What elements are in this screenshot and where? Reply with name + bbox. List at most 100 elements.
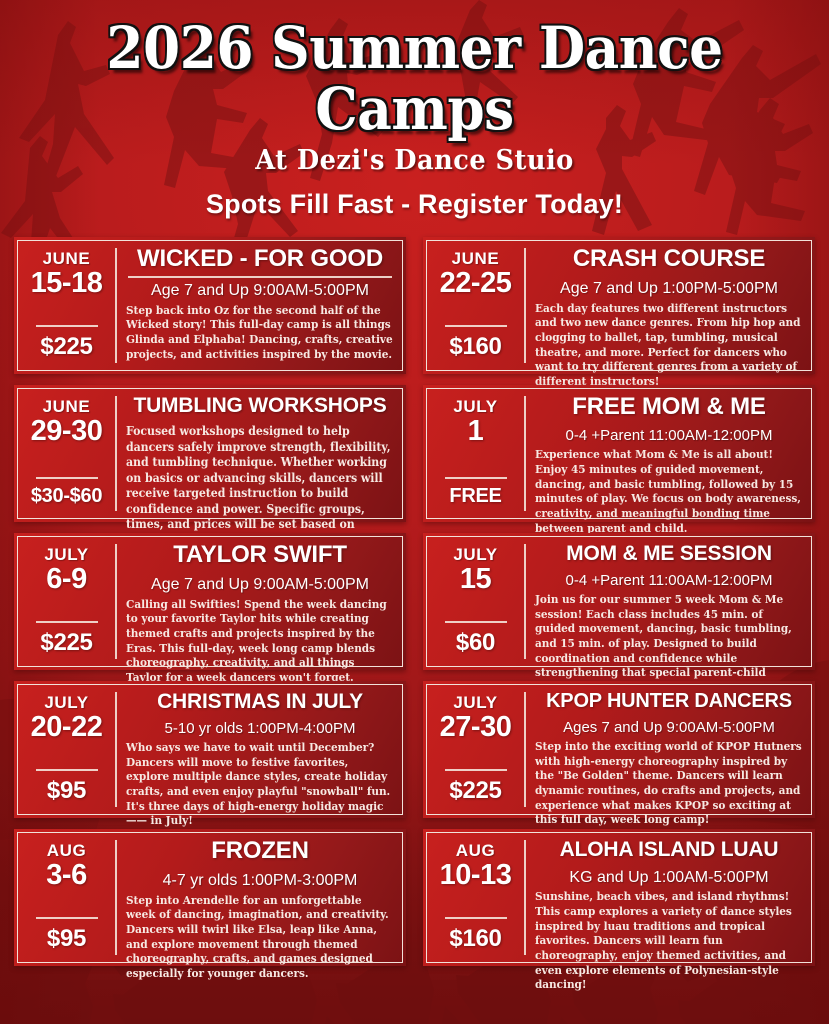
camp-card[interactable]: JULY 27-30 $225 KPOP HUNTER DANCERS Ages… — [423, 681, 815, 826]
camp-age-time: Age 7 and Up 9:00AM-5:00PM — [151, 282, 369, 300]
card-vertical-divider — [524, 544, 526, 660]
camp-description: Step into the exciting world of KPOP Hut… — [535, 738, 802, 827]
camp-month: AUG — [46, 841, 87, 861]
camp-details-column: KPOP HUNTER DANCERS Ages 7 and Up 9:00AM… — [526, 685, 811, 826]
camp-date: JULY 1 — [453, 396, 497, 447]
camp-age-time: 4-7 yr olds 1:00PM-3:00PM — [162, 872, 358, 890]
camp-description: Step back into Oz for the second half of… — [126, 302, 393, 361]
camp-price-block: $30-$60 — [24, 477, 109, 511]
camp-card[interactable]: JUNE 29-30 $30-$60 TUMBLING WORKSHOPS Fo… — [14, 385, 406, 547]
camp-card[interactable]: JULY 6-9 $225 TAYLOR SWIFT Age 7 and Up … — [14, 533, 406, 684]
camp-card[interactable]: JUNE 22-25 $160 CRASH COURSE Age 7 and U… — [423, 237, 815, 388]
camp-title: KPOP HUNTER DANCERS — [546, 690, 792, 713]
camp-month: JULY — [453, 545, 498, 565]
camp-price: $95 — [46, 777, 87, 805]
camp-days: 22-25 — [439, 267, 512, 300]
camp-details-column: TUMBLING WORKSHOPS Focused workshops des… — [117, 389, 402, 546]
camp-title: TAYLOR SWIFT — [173, 541, 347, 569]
camp-description: Each day features two different instruct… — [535, 300, 801, 388]
camp-details-column: CHRISTMAS IN JULY 5-10 yr olds 1:00PM-4:… — [117, 685, 402, 827]
camp-price: $95 — [46, 925, 87, 953]
camp-title: CHRISTMAS IN JULY — [157, 690, 363, 714]
camp-date-price-column: AUG 3-6 $95 — [18, 833, 115, 962]
camp-card[interactable]: JULY 20-22 $95 CHRISTMAS IN JULY 5-10 yr… — [14, 681, 406, 827]
camp-age-time: Age 7 and Up 9:00AM-5:00PM — [151, 576, 369, 594]
camp-price: $160 — [449, 925, 502, 953]
camp-age-time: KG and Up 1:00AM-5:00PM — [569, 868, 769, 886]
camp-age-time: 0-4 +Parent 11:00AM-12:00PM — [565, 427, 773, 445]
camp-price-block: $225 — [433, 769, 518, 807]
card-vertical-divider — [115, 248, 117, 364]
camp-date-price-column: JULY 1 FREE — [427, 389, 524, 518]
card-vertical-divider — [524, 396, 526, 512]
camp-date: JULY 20-22 — [31, 692, 103, 743]
camp-date: JUNE 29-30 — [31, 396, 103, 447]
camp-month: JUNE — [42, 249, 91, 269]
camp-description: Focused workshops designed to help dance… — [126, 423, 391, 547]
price-divider-rule — [444, 325, 507, 328]
price-divider-rule — [444, 769, 507, 772]
camp-price: FREE — [449, 485, 502, 508]
camp-card[interactable]: JUNE 15-18 $225 WICKED - FOR GOOD Age 7 … — [14, 237, 406, 375]
price-divider-rule — [35, 917, 98, 920]
camp-days: 27-30 — [439, 711, 512, 744]
camp-month: JULY — [453, 397, 498, 417]
camp-details-column: WICKED - FOR GOOD Age 7 and Up 9:00AM-5:… — [117, 241, 402, 370]
card-vertical-divider — [524, 248, 526, 364]
camp-month: AUG — [455, 841, 496, 861]
camp-description: Step into Arendelle for an unforgettable… — [126, 892, 389, 980]
camp-details-column: FREE MOM & ME 0-4 +Parent 11:00AM-12:00P… — [526, 389, 811, 535]
card-vertical-divider — [524, 692, 526, 808]
camp-title: FROZEN — [211, 837, 309, 865]
camp-date: JUNE 15-18 — [31, 248, 103, 299]
camp-card[interactable]: JULY 1 FREE FREE MOM & ME 0-4 +Parent 11… — [423, 385, 815, 535]
title-divider-rule — [128, 276, 392, 279]
camp-price-block: $95 — [24, 769, 109, 807]
camp-details-column: FROZEN 4-7 yr olds 1:00PM-3:00PM Step in… — [117, 833, 402, 980]
camp-price-block: $95 — [24, 917, 109, 955]
price-divider-rule — [444, 917, 507, 920]
camp-description: Experience what Mom & Me is all about! E… — [535, 447, 801, 535]
camp-date: JUNE 22-25 — [440, 248, 512, 299]
poster-header: 2026 Summer Dance Camps At Dezi's Dance … — [0, 0, 829, 220]
camp-age-time: Age 7 and Up 1:00PM-5:00PM — [560, 280, 778, 298]
camp-description: Join us for our summer 5 week Mom & Me s… — [535, 591, 792, 694]
camp-price-block: $160 — [433, 325, 518, 363]
camp-title: WICKED - FOR GOOD — [137, 245, 383, 273]
camp-month: JULY — [44, 693, 89, 713]
studio-subtitle: At Dezi's Dance Stuio — [255, 144, 574, 176]
camp-details-column: CRASH COURSE Age 7 and Up 1:00PM-5:00PM … — [526, 241, 811, 388]
camp-cards-grid: JUNE 15-18 $225 WICKED - FOR GOOD Age 7 … — [14, 237, 815, 991]
camp-title: FREE MOM & ME — [572, 393, 766, 421]
camp-price: $30-$60 — [30, 485, 103, 508]
card-vertical-divider — [524, 840, 526, 956]
camp-price: $60 — [455, 629, 496, 657]
camp-price-block: $60 — [433, 621, 518, 659]
camp-date-price-column: JULY 20-22 $95 — [18, 685, 115, 814]
camp-details-column: MOM & ME SESSION 0-4 +Parent 11:00AM-12:… — [526, 537, 811, 694]
camp-date-price-column: JUNE 22-25 $160 — [427, 241, 524, 370]
camp-price: $225 — [40, 333, 93, 361]
camp-price: $225 — [40, 629, 93, 657]
camp-description: Sunshine, beach vibes, and island rhythm… — [535, 889, 792, 992]
camp-price: $225 — [449, 777, 502, 805]
camp-days: 1 — [467, 415, 484, 448]
camp-date: AUG 10-13 — [440, 840, 512, 891]
price-divider-rule — [444, 621, 507, 624]
card-vertical-divider — [115, 840, 117, 956]
camp-date-price-column: JUNE 29-30 $30-$60 — [18, 389, 115, 518]
page-title: 2026 Summer Dance Camps — [106, 14, 723, 143]
camp-days: 10-13 — [439, 859, 512, 892]
camp-date: JULY 15 — [453, 544, 497, 595]
price-divider-rule — [35, 769, 98, 772]
camp-card[interactable]: AUG 3-6 $95 FROZEN 4-7 yr olds 1:00PM-3:… — [14, 829, 406, 980]
camp-card[interactable]: JULY 15 $60 MOM & ME SESSION 0-4 +Parent… — [423, 533, 815, 694]
camp-card[interactable]: AUG 10-13 $160 ALOHA ISLAND LUAU KG and … — [423, 829, 815, 991]
camp-title: ALOHA ISLAND LUAU — [559, 838, 779, 862]
camp-date-price-column: JUNE 15-18 $225 — [18, 241, 115, 370]
camp-month: JULY — [44, 545, 89, 565]
card-vertical-divider — [115, 692, 117, 808]
camp-date-price-column: JULY 15 $60 — [427, 537, 524, 666]
camp-days: 29-30 — [30, 415, 103, 448]
camp-price-block: FREE — [433, 477, 518, 511]
